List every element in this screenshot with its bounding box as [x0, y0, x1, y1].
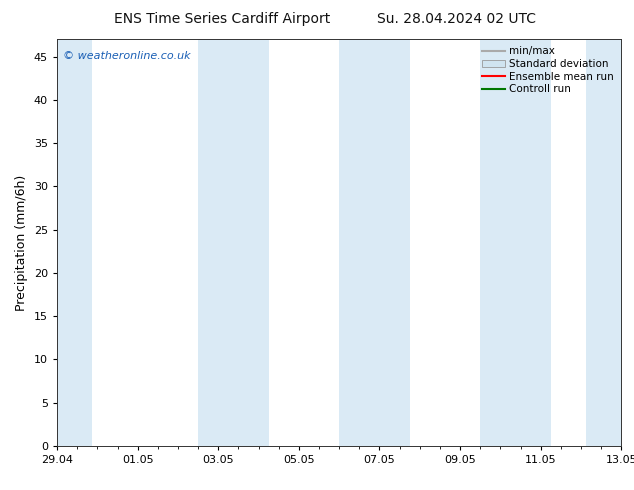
Legend: min/max, Standard deviation, Ensemble mean run, Controll run: min/max, Standard deviation, Ensemble me…	[480, 45, 616, 97]
Bar	[586, 39, 621, 446]
Y-axis label: Precipitation (mm/6h): Precipitation (mm/6h)	[15, 174, 29, 311]
Bar	[198, 39, 269, 446]
Text: ENS Time Series Cardiff Airport: ENS Time Series Cardiff Airport	[113, 12, 330, 26]
Bar	[339, 39, 410, 446]
Bar	[57, 39, 93, 446]
Text: Su. 28.04.2024 02 UTC: Su. 28.04.2024 02 UTC	[377, 12, 536, 26]
Text: © weatheronline.co.uk: © weatheronline.co.uk	[63, 51, 190, 61]
Bar	[481, 39, 551, 446]
